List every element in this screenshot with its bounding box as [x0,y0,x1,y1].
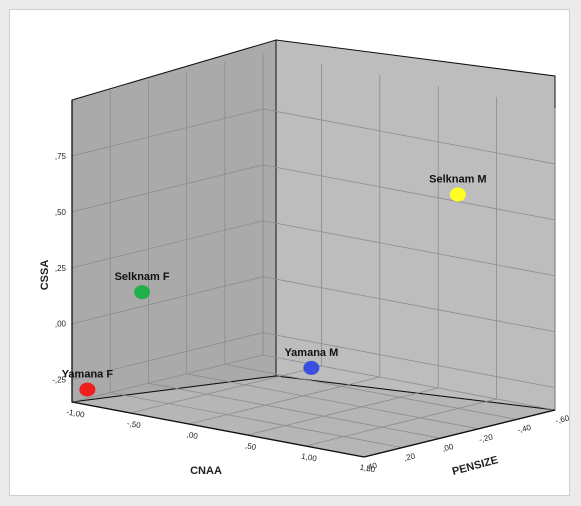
x-axis-title: CNAA [190,465,222,477]
z-tick-label: -,60 [555,413,571,425]
z-tick-label: ,00 [441,442,455,454]
y-tick-label: ,50 [55,208,67,217]
left-wall-grid-line-y [71,164,264,213]
tick-labels: -1,00 -,50 ,00 ,50 1,00 1,50 -,25 ,00 ,25 ,50 ,75 -… [52,152,570,474]
floor-grid-line-z [148,382,441,439]
point-selknam-m [449,187,466,202]
x-tick-label: ,50 [244,441,257,452]
x-tick-label: ,00 [186,430,199,441]
x-tick-label: -1,00 [66,408,86,420]
y-tick-label: ,25 [55,264,67,273]
floor-grid-line-z [186,373,479,430]
z-tick-label: -,40 [516,423,532,435]
x-tick-label: 1,00 [301,452,318,464]
left-wall [71,39,277,403]
y-tick-label: ,00 [55,320,67,329]
z-tick-label: ,40 [365,461,379,473]
back-wall-grid-line-y [262,220,556,277]
floor-grid-line-x [305,398,497,447]
y-tick-label: -,25 [52,376,66,385]
z-axis-title: PENSIZE [451,454,500,478]
point-label-selknam-f: Selknam F [115,271,170,283]
left-wall-grid-line-y [71,276,264,325]
x-tick-label: -,50 [126,419,142,430]
scatter-3d-chart: -1,00 -,50 ,00 ,50 1,00 1,50 -,25 ,00 ,25 ,50 ,75 -… [39,39,571,478]
left-wall-grid-line-y [71,332,264,381]
back-wall-grid-line-y [262,276,556,333]
x-tick-label: 1,50 [359,463,376,475]
floor-grid-line-z [224,364,517,420]
point-yamana-m [303,360,320,375]
y-axis-title: CSSA [39,260,51,291]
back-wall-grid-line-y [262,108,556,165]
z-tick-label: ,20 [403,451,417,463]
left-wall-grid-line-y [71,108,264,157]
x-axis-line [71,401,365,458]
floor-grid-line-z [110,392,403,448]
floor-grid-line-x [130,365,322,414]
z-axis-line [363,409,556,458]
point-label-selknam-m: Selknam M [429,174,486,186]
left-wall-grid-line-y [71,220,264,269]
back-wall-grid-line-y [262,332,556,389]
point-selknam-f [134,285,151,300]
point-yamana-f [79,382,96,397]
point-label-yamana-m: Yamana M [284,347,338,359]
floor-grid-line-x [247,387,439,436]
back-wall-grid-line-y [262,164,556,221]
floor-grid-line-x [188,376,380,425]
z-tick-label: -,20 [478,432,494,444]
floor-grid-line-x [71,354,264,403]
y-tick-label: ,75 [55,152,67,161]
chart-frame: -1,00 -,50 ,00 ,50 1,00 1,50 -,25 ,00 ,25 ,50 ,75 -… [9,9,571,496]
point-label-yamana-f: Yamana F [62,369,114,381]
data-points: Selknam M Selknam F Yamana M Yamana F [62,174,487,397]
